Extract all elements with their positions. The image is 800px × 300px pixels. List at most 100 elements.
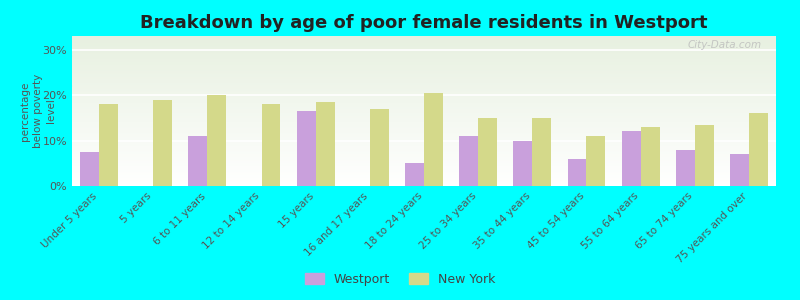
- Bar: [72, 171, 776, 172]
- Bar: [72, 174, 776, 176]
- Bar: [72, 158, 776, 159]
- Bar: [72, 94, 776, 96]
- Bar: [72, 134, 776, 135]
- Bar: [72, 159, 776, 160]
- Bar: [532, 118, 551, 186]
- Bar: [72, 150, 776, 152]
- Bar: [72, 64, 776, 66]
- Bar: [72, 120, 776, 122]
- Bar: [72, 42, 776, 44]
- Bar: [72, 140, 776, 141]
- Bar: [72, 45, 776, 46]
- Bar: [72, 130, 776, 132]
- Bar: [72, 136, 776, 138]
- Bar: [72, 165, 776, 166]
- Bar: [72, 51, 776, 52]
- Bar: [72, 82, 776, 84]
- Bar: [72, 54, 776, 56]
- Bar: [72, 61, 776, 63]
- Bar: [72, 169, 776, 171]
- Legend: Westport, New York: Westport, New York: [300, 268, 500, 291]
- Bar: [72, 70, 776, 72]
- Bar: [72, 38, 776, 39]
- Bar: [72, 126, 776, 128]
- Bar: [72, 78, 776, 80]
- Bar: [72, 160, 776, 162]
- Bar: [72, 98, 776, 99]
- Bar: [80, 152, 99, 186]
- Bar: [459, 136, 478, 186]
- Bar: [72, 80, 776, 81]
- Bar: [72, 116, 776, 117]
- Bar: [72, 85, 776, 87]
- Bar: [262, 104, 281, 186]
- Bar: [72, 68, 776, 69]
- Bar: [72, 146, 776, 147]
- Bar: [189, 136, 207, 186]
- Bar: [641, 127, 659, 186]
- Bar: [72, 100, 776, 102]
- Bar: [72, 90, 776, 92]
- Bar: [72, 112, 776, 114]
- Bar: [72, 75, 776, 76]
- Bar: [72, 108, 776, 110]
- Bar: [72, 92, 776, 93]
- Bar: [72, 58, 776, 60]
- Bar: [72, 182, 776, 183]
- Bar: [72, 52, 776, 54]
- Bar: [72, 142, 776, 144]
- Bar: [370, 109, 389, 186]
- Bar: [72, 99, 776, 100]
- Bar: [514, 140, 532, 186]
- Bar: [72, 74, 776, 75]
- Bar: [72, 129, 776, 130]
- Bar: [72, 72, 776, 74]
- Bar: [72, 105, 776, 106]
- Bar: [72, 156, 776, 158]
- Bar: [72, 50, 776, 51]
- Bar: [72, 118, 776, 120]
- Bar: [72, 132, 776, 134]
- Bar: [297, 111, 316, 186]
- Bar: [72, 154, 776, 156]
- Bar: [72, 122, 776, 123]
- Bar: [567, 159, 586, 186]
- Bar: [72, 180, 776, 182]
- Bar: [72, 66, 776, 68]
- Bar: [72, 60, 776, 61]
- Bar: [694, 124, 714, 186]
- Bar: [72, 76, 776, 78]
- Bar: [72, 177, 776, 178]
- Bar: [72, 184, 776, 186]
- Bar: [72, 110, 776, 111]
- Bar: [72, 144, 776, 146]
- Bar: [72, 103, 776, 105]
- Title: Breakdown by age of poor female residents in Westport: Breakdown by age of poor female resident…: [140, 14, 708, 32]
- Bar: [72, 135, 776, 136]
- Bar: [72, 124, 776, 126]
- Bar: [72, 63, 776, 64]
- Bar: [72, 153, 776, 154]
- Bar: [676, 150, 694, 186]
- Bar: [622, 131, 641, 186]
- Bar: [72, 117, 776, 118]
- Bar: [72, 88, 776, 90]
- Bar: [72, 123, 776, 124]
- Bar: [72, 148, 776, 150]
- Bar: [72, 138, 776, 140]
- Bar: [72, 39, 776, 40]
- Text: City-Data.com: City-Data.com: [688, 40, 762, 50]
- Bar: [99, 104, 118, 186]
- Bar: [72, 84, 776, 86]
- Bar: [72, 81, 776, 82]
- Bar: [72, 176, 776, 177]
- Bar: [72, 87, 776, 88]
- Bar: [72, 147, 776, 148]
- Bar: [72, 106, 776, 108]
- Bar: [72, 172, 776, 174]
- Bar: [72, 167, 776, 168]
- Bar: [478, 118, 497, 186]
- Bar: [72, 114, 776, 116]
- Bar: [72, 164, 776, 165]
- Bar: [72, 56, 776, 57]
